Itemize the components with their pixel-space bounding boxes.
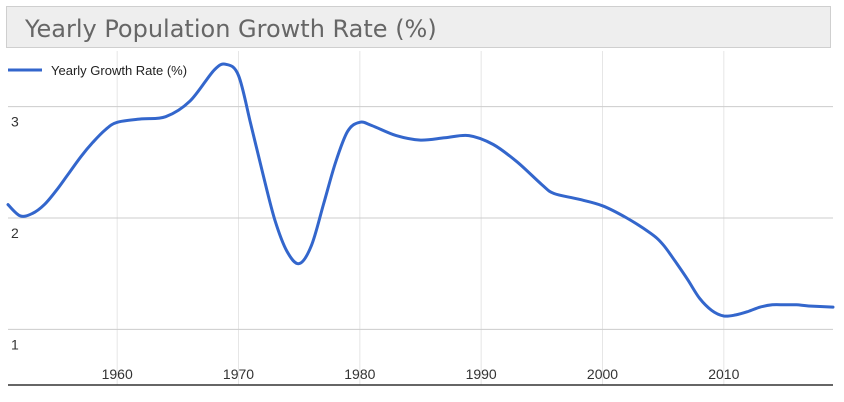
chart-title: Yearly Population Growth Rate (%) (25, 15, 437, 43)
legend-label: Yearly Growth Rate (%) (51, 63, 187, 78)
x-tick-1970: 1970 (223, 366, 254, 382)
series-lines (6, 62, 835, 318)
y-tick-1: 1 (11, 336, 19, 352)
series-line-0 (6, 62, 835, 318)
x-tick-1960: 1960 (102, 366, 133, 382)
y-tick-2: 2 (11, 225, 19, 241)
y-tick-labels: 1 2 3 (11, 114, 19, 353)
chart-title-bar: Yearly Population Growth Rate (%) (6, 6, 831, 48)
x-tick-2000: 2000 (587, 366, 618, 382)
y-tick-3: 3 (11, 114, 19, 130)
legend[interactable]: Yearly Growth Rate (%) (8, 63, 187, 78)
grid-lines (8, 51, 833, 385)
x-tick-labels: 1960 1970 1980 1990 2000 2010 (102, 366, 740, 382)
x-tick-1980: 1980 (344, 366, 375, 382)
x-tick-2010: 2010 (708, 366, 739, 382)
x-tick-1990: 1990 (466, 366, 497, 382)
